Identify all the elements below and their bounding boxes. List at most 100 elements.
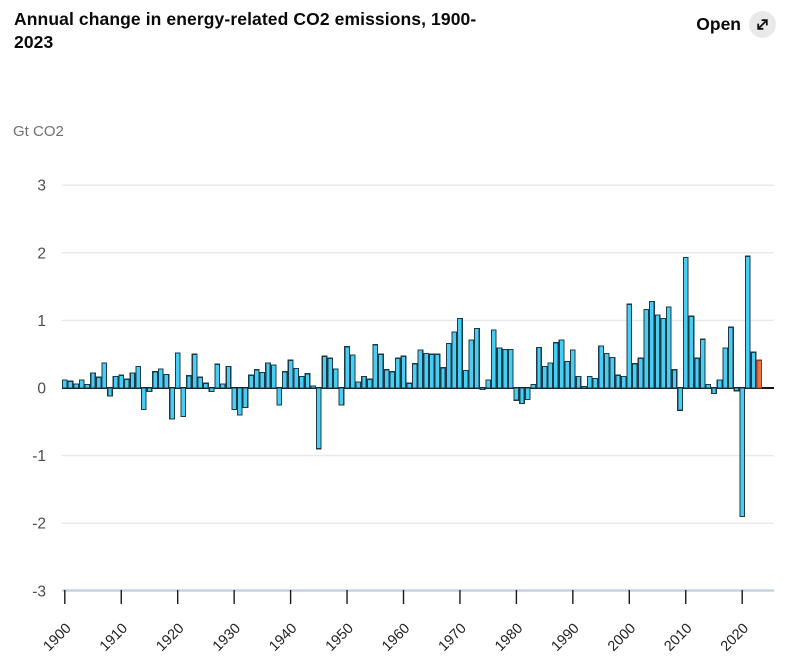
expand-diagonal-arrow-icon[interactable] — [749, 11, 776, 38]
bar-1919[interactable] — [169, 387, 175, 420]
bar-1993[interactable] — [586, 375, 593, 389]
bar-1964[interactable] — [423, 352, 429, 389]
bar-1953[interactable] — [361, 375, 367, 389]
bar-1938[interactable] — [276, 387, 283, 406]
bar-1988[interactable] — [558, 339, 565, 389]
bar-1996[interactable] — [603, 352, 610, 389]
bar-1944[interactable] — [310, 385, 317, 389]
bar-1927[interactable] — [214, 363, 221, 389]
bar-1956[interactable] — [378, 353, 384, 389]
bar-2005[interactable] — [654, 314, 661, 389]
bar-1922[interactable] — [186, 375, 192, 389]
bar-1977[interactable] — [496, 347, 503, 389]
bar-1979[interactable] — [507, 348, 514, 389]
bar-1909[interactable] — [112, 375, 119, 389]
bar-1901[interactable] — [67, 380, 74, 389]
bar-1943[interactable] — [304, 373, 311, 389]
bar-2006[interactable] — [660, 317, 667, 389]
bar-2007[interactable] — [665, 306, 672, 389]
bar-1968[interactable] — [445, 342, 452, 389]
bar-1924[interactable] — [197, 376, 204, 389]
bar-2013[interactable] — [699, 338, 706, 389]
bar-1933[interactable] — [248, 374, 254, 389]
bar-1976[interactable] — [490, 329, 497, 389]
bar-1970[interactable] — [457, 317, 463, 389]
bar-1954[interactable] — [366, 378, 373, 389]
bar-1937[interactable] — [270, 364, 277, 389]
bar-1992[interactable] — [581, 386, 588, 389]
bar-1995[interactable] — [598, 345, 604, 389]
bar-1969[interactable] — [451, 331, 458, 389]
bar-1959[interactable] — [394, 357, 401, 389]
bar-1986[interactable] — [547, 362, 554, 389]
bar-2015[interactable] — [711, 387, 717, 395]
bar-1918[interactable] — [163, 373, 170, 389]
bar-2000[interactable] — [626, 303, 633, 389]
bar-2014[interactable] — [705, 384, 712, 389]
bar-1935[interactable] — [259, 371, 266, 389]
bar-1989[interactable] — [564, 361, 571, 389]
bar-2003[interactable] — [643, 308, 650, 389]
bar-1936[interactable] — [265, 362, 271, 389]
bar-1923[interactable] — [191, 353, 198, 389]
bar-2011[interactable] — [688, 315, 695, 389]
bar-1904[interactable] — [84, 384, 91, 389]
bar-1983[interactable] — [530, 384, 537, 389]
bar-1925[interactable] — [203, 382, 209, 389]
bar-1951[interactable] — [349, 354, 356, 389]
bar-1939[interactable] — [282, 371, 288, 389]
bar-2002[interactable] — [637, 357, 644, 389]
bar-1958[interactable] — [389, 371, 396, 389]
bar-1940[interactable] — [287, 359, 294, 389]
bar-1905[interactable] — [90, 372, 96, 389]
bar-1961[interactable] — [406, 382, 413, 389]
bar-1975[interactable] — [485, 379, 492, 389]
bar-1920[interactable] — [174, 352, 181, 389]
bar-1928[interactable] — [219, 383, 226, 389]
bar-1998[interactable] — [615, 374, 621, 389]
bar-1913[interactable] — [135, 365, 142, 389]
bar-1908[interactable] — [107, 387, 113, 397]
bar-1997[interactable] — [609, 356, 616, 389]
bar-2023[interactable] — [756, 359, 763, 389]
bar-1972[interactable] — [468, 339, 475, 389]
bar-1931[interactable] — [236, 387, 243, 416]
bar-1926[interactable] — [208, 387, 215, 392]
bar-1974[interactable] — [479, 387, 486, 390]
bar-1960[interactable] — [400, 355, 407, 389]
bar-1947[interactable] — [327, 357, 334, 389]
bar-1906[interactable] — [95, 376, 102, 389]
bar-1914[interactable] — [140, 387, 147, 411]
bar-1917[interactable] — [157, 368, 164, 389]
bar-1949[interactable] — [338, 387, 345, 406]
bar-1930[interactable] — [231, 387, 238, 411]
bar-1966[interactable] — [434, 353, 441, 389]
bar-2019[interactable] — [733, 387, 740, 392]
bar-1932[interactable] — [242, 387, 249, 409]
bar-1915[interactable] — [146, 387, 153, 392]
bar-1955[interactable] — [372, 344, 379, 389]
bar-2017[interactable] — [722, 347, 729, 389]
bar-1903[interactable] — [78, 379, 85, 389]
bar-2001[interactable] — [632, 363, 638, 389]
bar-1963[interactable] — [417, 349, 424, 389]
bar-1945[interactable] — [315, 387, 322, 450]
bar-2016[interactable] — [716, 379, 723, 389]
bar-1994[interactable] — [592, 377, 599, 389]
bar-1952[interactable] — [355, 381, 362, 389]
bar-1999[interactable] — [620, 375, 627, 389]
bar-1967[interactable] — [440, 367, 446, 389]
bar-1973[interactable] — [473, 327, 480, 389]
bar-1957[interactable] — [383, 369, 390, 389]
bar-1965[interactable] — [428, 353, 435, 389]
bar-1971[interactable] — [462, 369, 469, 389]
bar-1946[interactable] — [321, 355, 328, 389]
bar-2010[interactable] — [682, 256, 689, 389]
bar-2018[interactable] — [728, 326, 734, 389]
bar-1985[interactable] — [541, 365, 548, 389]
bar-1980[interactable] — [513, 387, 520, 401]
bar-2021[interactable] — [744, 255, 751, 389]
bar-1982[interactable] — [524, 387, 531, 401]
bar-2004[interactable] — [648, 300, 655, 389]
bar-2009[interactable] — [677, 387, 683, 411]
